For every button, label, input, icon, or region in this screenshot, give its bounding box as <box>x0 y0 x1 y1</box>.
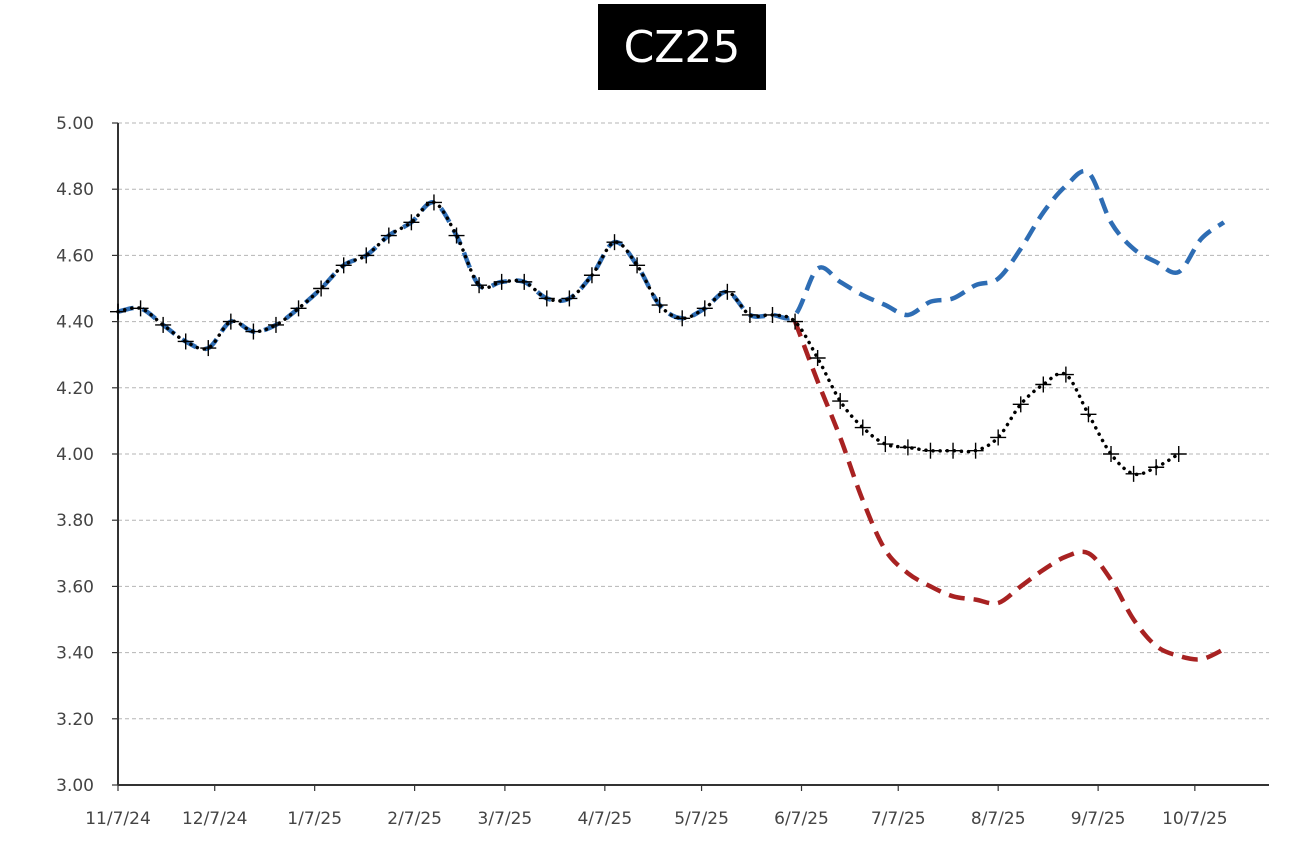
data-point-marker <box>538 290 555 307</box>
data-point-marker <box>809 350 826 367</box>
data-point-marker <box>403 214 420 231</box>
data-point-marker <box>719 283 736 300</box>
data-point-marker <box>1170 446 1187 462</box>
x-tick-label: 5/7/25 <box>674 809 729 829</box>
axes: 3.00 3.20 3.40 3.60 3.80 4.00 4.20 4.40 4.60 4.80… <box>56 114 1269 829</box>
y-tick-label: 3.80 <box>56 511 94 531</box>
data-point-marker <box>222 313 239 330</box>
y-tick-label: 3.00 <box>56 776 94 796</box>
data-point-marker <box>877 436 894 453</box>
y-tick-label: 4.60 <box>56 246 94 266</box>
x-tick-label: 10/7/25 <box>1162 809 1228 829</box>
x-tick-label: 7/7/25 <box>871 809 926 829</box>
data-point-marker <box>832 393 849 410</box>
series-line-black <box>116 200 1181 477</box>
data-point-marker <box>1080 406 1097 423</box>
chart-title-box: CZ25 <box>598 4 766 90</box>
data-point-marker <box>177 333 194 350</box>
data-point-marker <box>899 439 916 456</box>
data-point-marker <box>583 267 600 284</box>
data-point-marker <box>155 316 172 333</box>
data-point-marker <box>267 316 284 333</box>
y-tick-label: 4.00 <box>56 445 94 465</box>
x-tick-label: 11/7/24 <box>85 809 151 829</box>
x-tick-label: 1/7/25 <box>287 809 342 829</box>
data-point-marker <box>290 300 307 317</box>
y-tick-label: 3.20 <box>56 710 94 730</box>
data-point-marker <box>448 227 465 244</box>
data-point-marker <box>358 247 375 264</box>
markers <box>110 194 1187 482</box>
data-point-marker <box>945 442 962 459</box>
data-point-marker <box>1035 376 1052 393</box>
y-tick-label: 3.60 <box>56 577 94 597</box>
series-line-red <box>792 320 1225 662</box>
data-point-marker <box>651 297 668 314</box>
data-point-marker <box>200 340 217 357</box>
data-point-marker <box>313 280 330 297</box>
data-point-marker <box>425 194 442 211</box>
data-point-marker <box>854 419 871 436</box>
data-point-marker <box>1057 366 1074 383</box>
x-tick-label: 3/7/25 <box>478 809 533 829</box>
x-tick-label: 9/7/25 <box>1071 809 1126 829</box>
data-point-marker <box>110 303 126 320</box>
data-point-marker <box>674 310 691 327</box>
y-tick-label: 3.40 <box>56 644 94 664</box>
data-point-marker <box>741 306 758 323</box>
data-point-marker <box>1125 465 1142 482</box>
data-point-marker <box>764 306 781 323</box>
series-layer <box>116 168 1226 662</box>
data-point-marker <box>606 234 623 251</box>
data-point-marker <box>990 429 1007 446</box>
data-point-marker <box>380 227 397 244</box>
data-point-marker <box>629 257 646 274</box>
data-point-marker <box>132 300 149 317</box>
data-point-marker <box>493 273 510 290</box>
data-point-marker <box>561 290 578 307</box>
data-point-marker <box>967 442 984 459</box>
series-line-blue <box>117 168 1226 352</box>
y-tick-label: 4.20 <box>56 379 94 399</box>
gridlines <box>118 122 1269 720</box>
data-point-marker <box>922 442 939 459</box>
data-point-marker <box>1103 446 1120 462</box>
x-tick-label: 6/7/25 <box>774 809 829 829</box>
x-tick-label: 12/7/24 <box>182 809 248 829</box>
data-point-marker <box>696 300 713 317</box>
data-point-marker <box>787 313 804 330</box>
data-point-marker <box>335 257 352 274</box>
data-point-marker <box>1148 459 1165 476</box>
x-tick-label: 4/7/25 <box>577 809 632 829</box>
x-tick-label: 2/7/25 <box>387 809 442 829</box>
data-point-marker <box>471 277 488 294</box>
data-point-marker <box>245 323 262 340</box>
y-tick-label: 4.40 <box>56 313 94 333</box>
y-tick-label: 4.80 <box>56 180 94 200</box>
data-point-marker <box>1012 396 1029 413</box>
data-point-marker <box>516 273 533 290</box>
chart-title: CZ25 <box>623 21 741 73</box>
y-tick-label: 5.00 <box>56 114 94 134</box>
x-tick-label: 8/7/25 <box>971 809 1026 829</box>
